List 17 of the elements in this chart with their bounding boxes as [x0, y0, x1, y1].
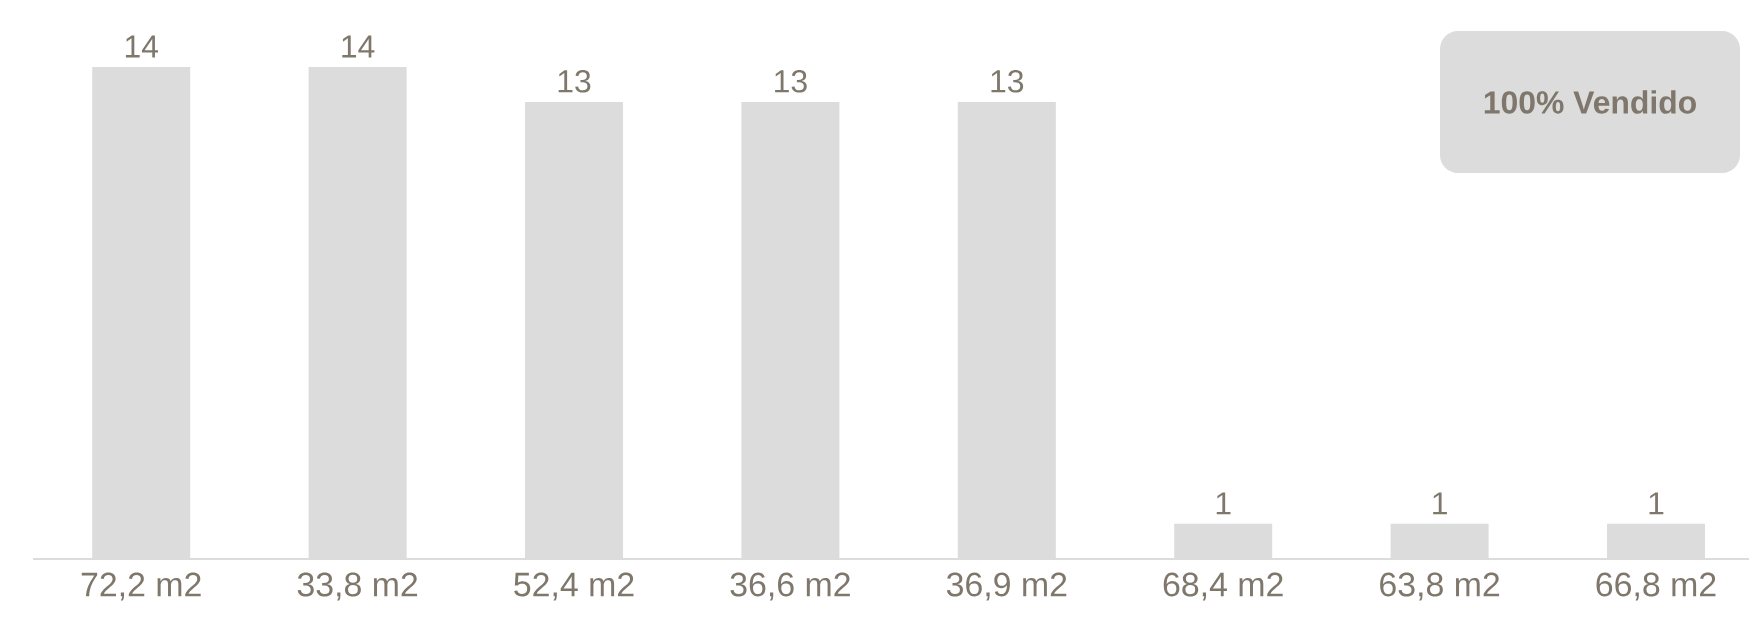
data-label: 1: [1649, 492, 1664, 515]
x-tick-label: 52,4 m2: [514, 572, 634, 601]
x-tick-label: 33,8 m2: [297, 572, 418, 601]
data-label: 1: [1216, 492, 1231, 515]
data-label: 13: [991, 70, 1024, 93]
data-label: 13: [775, 70, 807, 93]
x-tick-label: 68,4 m2: [1163, 572, 1283, 601]
data-label: 14: [125, 35, 159, 58]
data-label: 1: [1433, 492, 1447, 515]
x-tick-label: 66,8 m2: [1596, 572, 1716, 601]
data-label: 13: [558, 70, 591, 93]
data-label: 14: [342, 35, 375, 58]
x-tick-label: 36,6 m2: [730, 572, 850, 601]
x-tick-label: 72,2 m2: [81, 572, 201, 601]
x-tick-label: 63,8 m2: [1380, 572, 1500, 601]
x-tick-label: 36,9 m2: [946, 572, 1067, 601]
annotation: 100% Vendido: [1484, 90, 1696, 114]
